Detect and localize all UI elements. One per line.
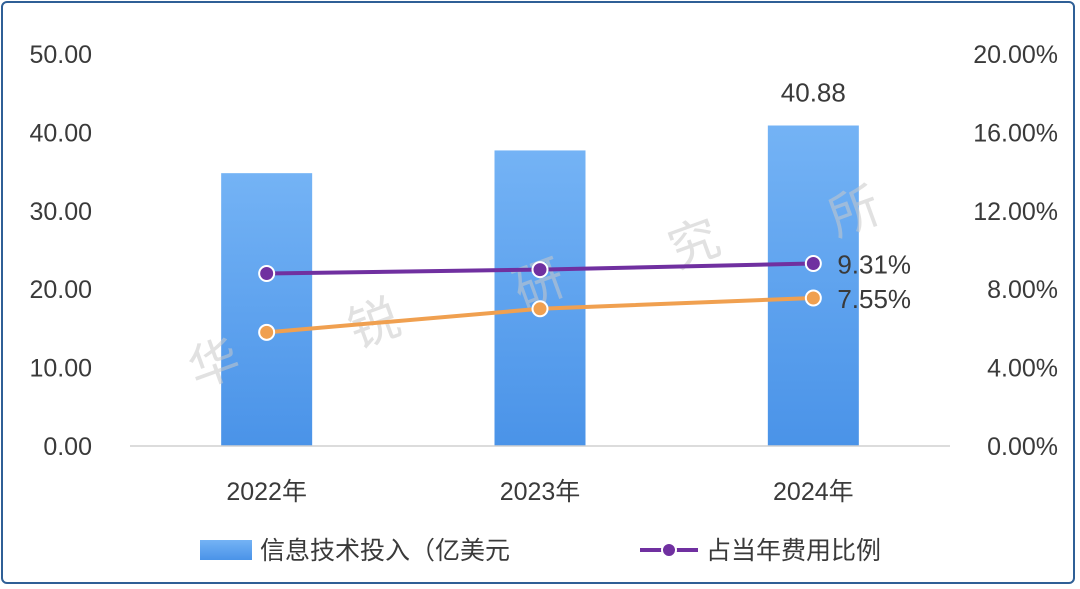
x-tick-label: 2024年 [773, 478, 854, 506]
x-tick-label: 2022年 [226, 478, 307, 506]
legend-line-marker [661, 542, 677, 558]
y-right-tick-label: 4.00% [987, 355, 1058, 383]
y-right-tick-label: 8.00% [987, 276, 1058, 304]
bar [494, 150, 586, 446]
legend-bar-label: 信息技术投入（亿美元 [260, 537, 510, 565]
bar-data-label: 40.88 [781, 78, 846, 108]
y-right-tick-label: 12.00% [973, 198, 1058, 226]
line-point [531, 261, 549, 279]
line-point [258, 265, 276, 283]
x-tick-label: 2023年 [500, 478, 581, 506]
line-point [531, 300, 549, 318]
bar [767, 125, 859, 447]
line-data-label: 9.31% [837, 250, 911, 280]
y-left-tick-label: 10.00 [29, 355, 92, 383]
y-left-tick-label: 50.00 [29, 41, 92, 69]
bar [221, 173, 313, 446]
legend-bar-swatch [200, 540, 252, 560]
y-left-tick-label: 0.00 [43, 433, 92, 461]
legend-line-label: 占当年费用比例 [706, 537, 881, 565]
line-point [804, 255, 822, 273]
y-left-tick-label: 30.00 [29, 198, 92, 226]
y-left-tick-label: 40.00 [29, 119, 92, 147]
y-right-tick-label: 20.00% [973, 41, 1058, 69]
line-data-label: 7.55% [837, 284, 911, 314]
y-right-tick-label: 0.00% [987, 433, 1058, 461]
line-point [804, 289, 822, 307]
y-right-tick-label: 16.00% [973, 119, 1058, 147]
line-point [258, 323, 276, 341]
y-left-tick-label: 20.00 [29, 276, 92, 304]
